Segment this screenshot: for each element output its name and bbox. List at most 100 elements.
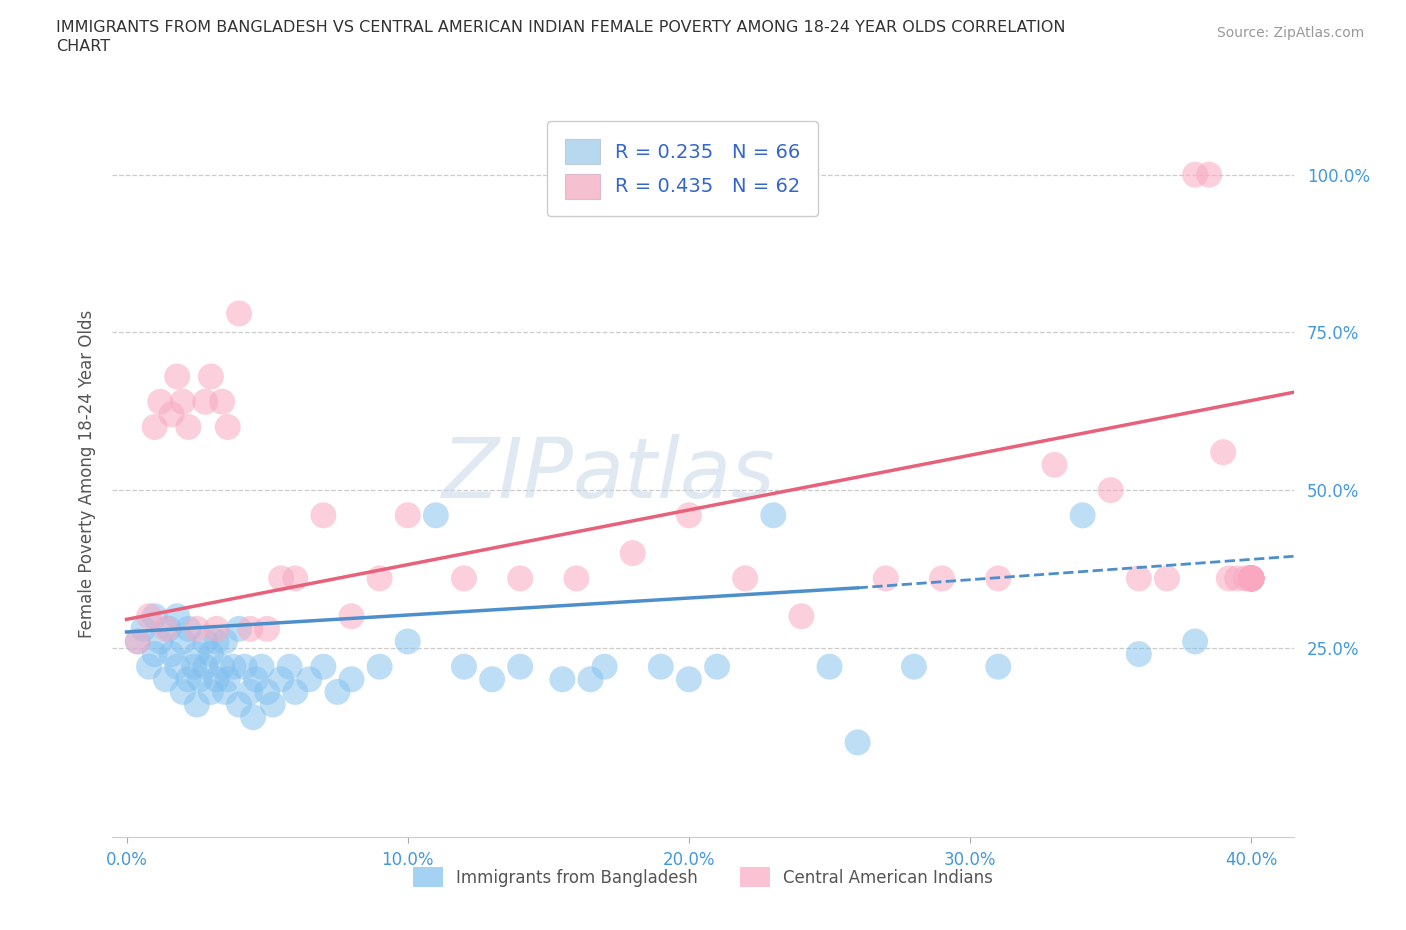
Point: [172, 684, 194, 699]
Point: [194, 659, 217, 674]
Point: [138, 609, 160, 624]
Point: [903, 659, 925, 674]
Point: [127, 634, 149, 649]
Point: [298, 671, 321, 686]
Point: [1240, 571, 1263, 586]
Point: [706, 659, 728, 674]
Point: [186, 621, 208, 636]
Point: [1240, 571, 1263, 586]
Point: [256, 684, 278, 699]
Point: [200, 369, 222, 384]
Point: [245, 671, 267, 686]
Point: [509, 571, 531, 586]
Point: [143, 646, 166, 661]
Point: [396, 634, 419, 649]
Point: [565, 571, 588, 586]
Point: [143, 419, 166, 434]
Point: [149, 634, 172, 649]
Point: [1198, 167, 1220, 182]
Point: [1240, 571, 1263, 586]
Point: [211, 394, 233, 409]
Point: [157, 621, 180, 636]
Point: [481, 671, 503, 686]
Point: [172, 394, 194, 409]
Point: [1071, 508, 1094, 523]
Point: [312, 659, 335, 674]
Point: [340, 671, 363, 686]
Point: [1043, 458, 1066, 472]
Point: [239, 684, 262, 699]
Point: [160, 407, 183, 422]
Point: [987, 659, 1010, 674]
Point: [875, 571, 897, 586]
Point: [188, 671, 211, 686]
Point: [1240, 571, 1263, 586]
Point: [233, 659, 256, 674]
Point: [396, 508, 419, 523]
Point: [1240, 571, 1263, 586]
Point: [149, 394, 172, 409]
Point: [155, 621, 177, 636]
Point: [217, 671, 239, 686]
Point: [762, 508, 785, 523]
Point: [453, 571, 475, 586]
Point: [1240, 571, 1263, 586]
Point: [222, 659, 245, 674]
Point: [1240, 571, 1263, 586]
Point: [132, 621, 155, 636]
Point: [1099, 483, 1122, 498]
Point: [228, 306, 250, 321]
Point: [177, 621, 200, 636]
Point: [1128, 646, 1150, 661]
Point: [160, 646, 183, 661]
Point: [138, 659, 160, 674]
Point: [509, 659, 531, 674]
Point: [284, 571, 307, 586]
Point: [1240, 571, 1263, 586]
Point: [200, 646, 222, 661]
Point: [1240, 571, 1263, 586]
Point: [734, 571, 756, 586]
Text: Source: ZipAtlas.com: Source: ZipAtlas.com: [1216, 26, 1364, 40]
Point: [239, 621, 262, 636]
Point: [1156, 571, 1178, 586]
Point: [1184, 167, 1206, 182]
Point: [256, 621, 278, 636]
Point: [621, 546, 644, 561]
Point: [186, 698, 208, 712]
Point: [214, 634, 236, 649]
Point: [262, 698, 284, 712]
Point: [166, 369, 188, 384]
Point: [1240, 571, 1263, 586]
Point: [1234, 571, 1257, 586]
Point: [1240, 571, 1263, 586]
Point: [194, 394, 217, 409]
Point: [931, 571, 953, 586]
Point: [678, 671, 700, 686]
Point: [250, 659, 273, 674]
Point: [270, 671, 292, 686]
Point: [284, 684, 307, 699]
Point: [650, 659, 672, 674]
Point: [211, 659, 233, 674]
Point: [846, 735, 869, 750]
Point: [340, 609, 363, 624]
Point: [1128, 571, 1150, 586]
Point: [205, 621, 228, 636]
Point: [1226, 571, 1249, 586]
Point: [1240, 571, 1263, 586]
Point: [1240, 571, 1263, 586]
Point: [579, 671, 602, 686]
Point: [228, 698, 250, 712]
Point: [368, 659, 391, 674]
Point: [127, 634, 149, 649]
Point: [1218, 571, 1240, 586]
Point: [172, 634, 194, 649]
Point: [1240, 571, 1263, 586]
Point: [1240, 571, 1263, 586]
Point: [217, 419, 239, 434]
Point: [551, 671, 574, 686]
Point: [183, 659, 205, 674]
Point: [177, 671, 200, 686]
Point: [270, 571, 292, 586]
